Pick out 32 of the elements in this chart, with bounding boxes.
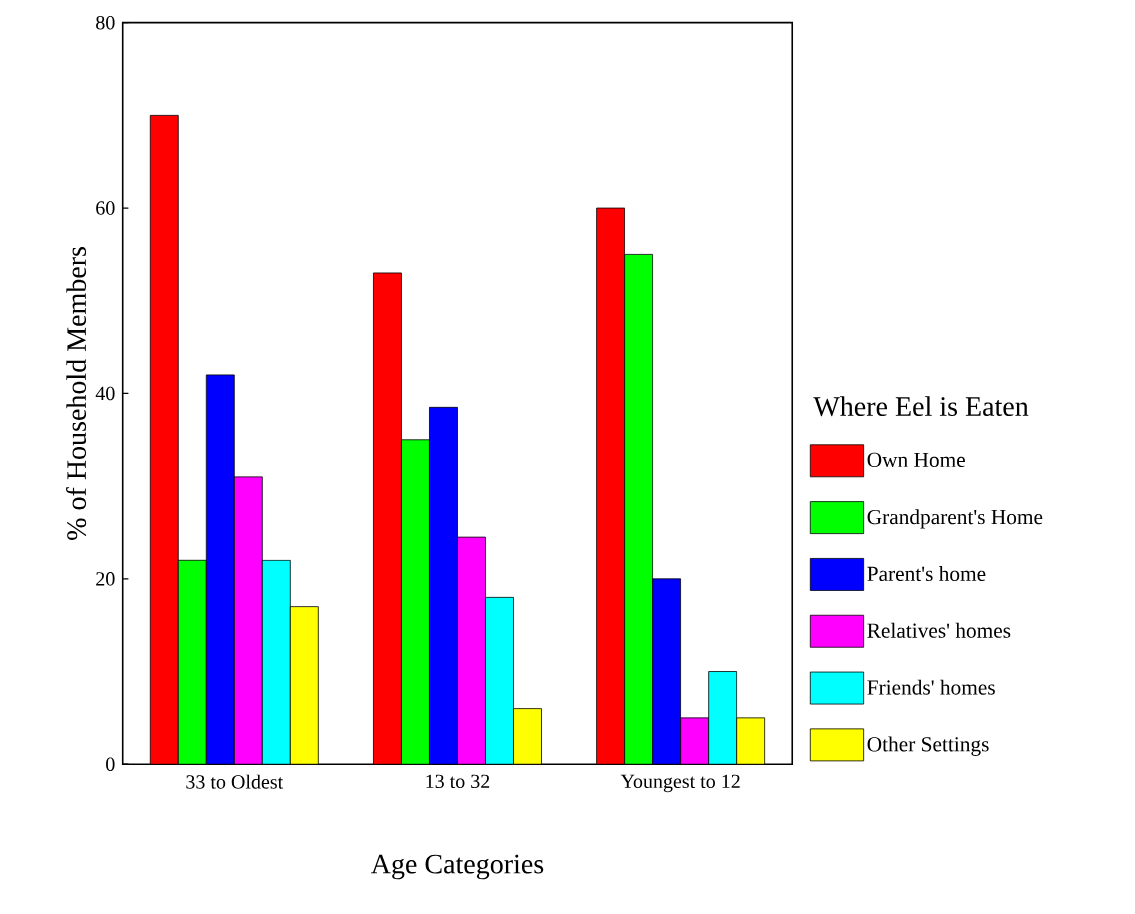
bar bbox=[401, 439, 430, 765]
x-tick-label: 33 to Oldest bbox=[186, 774, 284, 789]
bar bbox=[596, 207, 626, 765]
bar bbox=[736, 717, 766, 765]
bar bbox=[233, 476, 263, 765]
bar bbox=[457, 536, 486, 765]
legend-label: Relatives' homes bbox=[867, 623, 1011, 639]
y-tick-label: 60 bbox=[96, 201, 115, 216]
y-tick-label: 40 bbox=[95, 386, 115, 401]
y-tick-label: 80 bbox=[96, 16, 115, 30]
legend-title: Where Eel is Eaten bbox=[813, 396, 1029, 417]
bar bbox=[624, 254, 654, 765]
legend-label: Parent's home bbox=[867, 566, 986, 582]
x-tick-label: 13 to 32 bbox=[426, 774, 490, 789]
legend-label: Friends' homes bbox=[867, 679, 995, 695]
bar bbox=[513, 708, 542, 765]
y-tick-label: 0 bbox=[106, 757, 115, 772]
y-axis-title: % of Household Members bbox=[66, 247, 87, 541]
x-axis-title: Age Categories bbox=[371, 854, 544, 880]
legend-label: Grandparent's Home bbox=[867, 509, 1043, 529]
bar bbox=[289, 606, 319, 765]
bar bbox=[680, 717, 710, 765]
bar bbox=[177, 560, 207, 765]
legend-label: Own Home bbox=[867, 452, 965, 468]
legend-label: Other Settings bbox=[867, 736, 989, 757]
bar bbox=[373, 272, 402, 765]
bar bbox=[149, 115, 179, 765]
x-tick-label: Youngest to 12 bbox=[620, 774, 740, 793]
bar bbox=[652, 578, 682, 765]
bar bbox=[429, 407, 458, 765]
bar bbox=[205, 374, 235, 765]
y-tick-label: 20 bbox=[96, 572, 115, 586]
